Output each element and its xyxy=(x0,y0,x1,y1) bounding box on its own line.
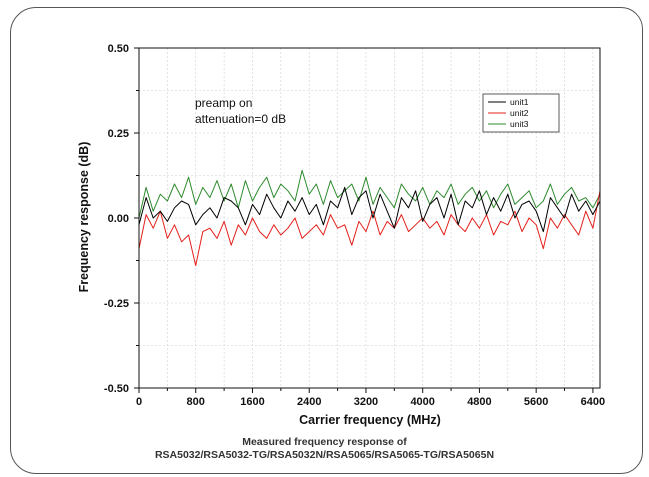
y-tick-label: 0.25 xyxy=(108,128,129,140)
chart-card xyxy=(10,7,643,474)
legend: unit1 unit2 unit3 xyxy=(482,93,560,133)
x-tick-label: 6400 xyxy=(581,396,605,408)
y-tick-label: 0.50 xyxy=(108,43,129,55)
x-tick-label: 0 xyxy=(136,396,142,408)
series-line-unit2 xyxy=(138,190,601,267)
axes: 0 800 1600 2400 3200 4000 4800 5600 6400 0.50 0.25… xyxy=(104,43,605,408)
series-lines xyxy=(138,169,601,267)
series-line-unit3 xyxy=(138,169,601,219)
x-tick-label: 800 xyxy=(187,396,205,408)
x-tick-label: 4800 xyxy=(467,396,491,408)
legend-label-unit3: unit3 xyxy=(510,119,529,129)
x-tick-label: 5600 xyxy=(524,396,548,408)
x-tick-label: 1600 xyxy=(240,396,264,408)
legend-label-unit2: unit2 xyxy=(510,108,529,118)
figure-caption: Measured frequency response of RSA5032/R… xyxy=(0,436,649,462)
y-tick-label: -0.50 xyxy=(104,383,129,395)
annotation-preamp: preamp on xyxy=(195,96,252,110)
legend-label-unit1: unit1 xyxy=(510,97,529,107)
x-axis-title: Carrier frequency (MHz) xyxy=(299,413,441,427)
x-tick-label: 4000 xyxy=(410,396,434,408)
caption-line-1: Measured frequency response of xyxy=(242,436,407,448)
caption-line-2: RSA5032/RSA5032-TG/RSA5032N/RSA5065/RSA5… xyxy=(154,449,495,461)
annotation-attenuation: attenuation=0 dB xyxy=(195,112,286,126)
x-tick-label: 3200 xyxy=(354,396,378,408)
x-tick-label: 2400 xyxy=(297,396,321,408)
y-tick-label: -0.25 xyxy=(104,298,129,310)
y-axis-title: Frequency response (dB) xyxy=(77,142,91,293)
y-tick-label: 0.00 xyxy=(108,213,129,225)
series-line-unit1 xyxy=(138,186,601,233)
